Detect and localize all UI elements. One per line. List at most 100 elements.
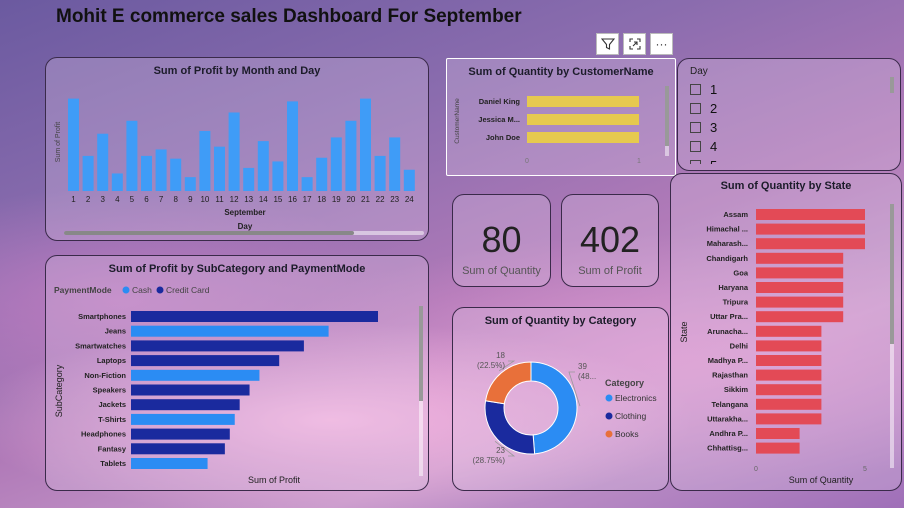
state-bar[interactable] bbox=[756, 369, 822, 381]
profit-day-bar[interactable] bbox=[389, 137, 401, 191]
customer-bar[interactable] bbox=[527, 114, 639, 125]
state-bar[interactable] bbox=[756, 296, 844, 308]
state-bar[interactable] bbox=[756, 428, 800, 439]
profit-day-bar[interactable] bbox=[374, 155, 386, 191]
legend-cash-dot bbox=[122, 286, 130, 294]
state-bar[interactable] bbox=[756, 442, 800, 454]
profit-day-bar[interactable] bbox=[111, 173, 123, 191]
subcategory-bar[interactable] bbox=[131, 369, 260, 381]
day-slicer-item[interactable]: 3 bbox=[690, 118, 880, 137]
day-slicer-checkbox[interactable] bbox=[690, 103, 701, 114]
category-slice[interactable] bbox=[530, 361, 578, 455]
filter-button[interactable] bbox=[596, 33, 619, 55]
profit-day-bar[interactable] bbox=[126, 120, 138, 191]
profit-day-bar[interactable] bbox=[82, 155, 94, 191]
profit-day-bar[interactable] bbox=[287, 101, 298, 191]
profit-by-day-scroll-thumb[interactable] bbox=[64, 231, 354, 235]
day-slicer-item[interactable]: 1 bbox=[690, 80, 880, 99]
profit-day-bar[interactable] bbox=[345, 120, 357, 191]
day-slicer-item[interactable]: 4 bbox=[690, 137, 880, 156]
state-bar[interactable] bbox=[756, 209, 865, 220]
quantity-by-category-panel[interactable]: Sum of Quantity by Category 39 (48... 23 (2… bbox=[452, 307, 669, 491]
profit-day-bar[interactable] bbox=[68, 98, 79, 191]
subcategory-y-axis-label: SubCategory bbox=[54, 364, 64, 417]
state-bar[interactable] bbox=[756, 252, 844, 264]
state-bar[interactable] bbox=[756, 282, 844, 293]
category-pct-label: (22.5%) bbox=[477, 361, 505, 370]
profit-day-bar[interactable] bbox=[272, 161, 284, 191]
profit-day-bar[interactable] bbox=[141, 155, 152, 191]
day-slicer-list: 1 2 3 4 5 bbox=[690, 80, 880, 164]
subcategory-bar[interactable] bbox=[131, 443, 225, 455]
customer-bar[interactable] bbox=[527, 96, 639, 107]
customer-scrollbar[interactable] bbox=[665, 86, 669, 156]
state-bar[interactable] bbox=[756, 267, 844, 279]
category-slice[interactable] bbox=[484, 400, 536, 455]
more-options-button[interactable]: ··· bbox=[650, 33, 673, 55]
profit-by-subcategory-panel[interactable]: Sum of Profit by SubCategory and Payment… bbox=[45, 255, 429, 491]
profit-day-bar[interactable] bbox=[403, 169, 415, 191]
profit-day-bar[interactable] bbox=[214, 146, 225, 191]
profit-day-bar[interactable] bbox=[360, 98, 371, 191]
state-bar[interactable] bbox=[756, 413, 822, 425]
subcategory-bar[interactable] bbox=[131, 458, 208, 469]
day-slicer-checkbox[interactable] bbox=[690, 84, 701, 95]
profit-by-day-scrollbar[interactable] bbox=[64, 231, 424, 235]
day-slicer-checkbox[interactable] bbox=[690, 141, 701, 152]
category-slice[interactable] bbox=[484, 361, 532, 405]
profit-day-bar[interactable] bbox=[316, 157, 328, 191]
subcategory-bar[interactable] bbox=[131, 325, 329, 337]
state-bar[interactable] bbox=[756, 238, 865, 250]
legend-credit-dot bbox=[156, 286, 164, 294]
day-slicer-scrollbar[interactable] bbox=[890, 77, 894, 93]
profit-day-tick-label: 12 bbox=[230, 195, 239, 204]
customer-scroll-thumb[interactable] bbox=[665, 86, 669, 146]
focus-mode-button[interactable] bbox=[623, 33, 646, 55]
subcategory-bar[interactable] bbox=[131, 355, 280, 367]
profit-day-bar[interactable] bbox=[257, 141, 269, 191]
quantity-by-customer-panel[interactable]: Sum of Quantity by CustomerName Daniel K… bbox=[446, 58, 676, 176]
subcategory-bar[interactable] bbox=[131, 384, 250, 396]
profit-day-bar[interactable] bbox=[330, 137, 342, 191]
profit-day-tick-label: 18 bbox=[317, 195, 326, 204]
state-bar[interactable] bbox=[756, 223, 865, 235]
profit-day-bar[interactable] bbox=[97, 133, 109, 191]
state-scrollbar[interactable] bbox=[890, 204, 894, 468]
state-label: Uttar Pra... bbox=[710, 312, 748, 321]
kpi-profit-value: 402 bbox=[579, 219, 641, 260]
profit-day-tick-label: 21 bbox=[361, 195, 370, 204]
state-bar[interactable] bbox=[756, 340, 822, 352]
profit-day-bar[interactable] bbox=[301, 177, 313, 191]
subcategory-bar[interactable] bbox=[131, 413, 235, 425]
day-slicer-item[interactable]: 2 bbox=[690, 99, 880, 118]
state-bar[interactable] bbox=[756, 355, 822, 366]
subcategory-scrollbar[interactable] bbox=[419, 306, 423, 476]
subcategory-bar[interactable] bbox=[131, 399, 240, 411]
profit-day-bar[interactable] bbox=[199, 130, 211, 191]
profit-day-bar[interactable] bbox=[184, 177, 196, 191]
profit-day-bar[interactable] bbox=[243, 167, 255, 191]
profit-day-bar[interactable] bbox=[228, 112, 240, 191]
quantity-by-state-panel[interactable]: Sum of Quantity by State Assam Himachal .… bbox=[670, 173, 902, 491]
customer-bar[interactable] bbox=[527, 132, 639, 143]
subcategory-bar[interactable] bbox=[131, 428, 230, 440]
state-label: Chhattisg... bbox=[707, 444, 748, 453]
profit-day-bar[interactable] bbox=[170, 158, 182, 191]
subcategory-bar[interactable] bbox=[131, 340, 304, 352]
state-scroll-thumb[interactable] bbox=[890, 204, 894, 344]
day-slicer-panel[interactable]: Day 1 2 3 4 5 bbox=[677, 58, 901, 171]
profit-day-bar[interactable] bbox=[155, 149, 167, 191]
subcategory-scroll-thumb[interactable] bbox=[419, 306, 423, 401]
day-slicer-checkbox[interactable] bbox=[690, 160, 701, 164]
subcategory-label: Jackets bbox=[98, 400, 126, 409]
state-bar[interactable] bbox=[756, 325, 822, 337]
state-bar[interactable] bbox=[756, 398, 822, 410]
subcategory-bar[interactable] bbox=[131, 311, 378, 322]
kpi-quantity-card: 80 Sum of Quantity bbox=[452, 194, 551, 287]
state-bar[interactable] bbox=[756, 311, 844, 323]
day-slicer-item[interactable]: 5 bbox=[690, 156, 880, 164]
subcategory-label: Headphones bbox=[81, 430, 126, 439]
state-bar[interactable] bbox=[756, 384, 822, 396]
day-slicer-checkbox[interactable] bbox=[690, 122, 701, 133]
